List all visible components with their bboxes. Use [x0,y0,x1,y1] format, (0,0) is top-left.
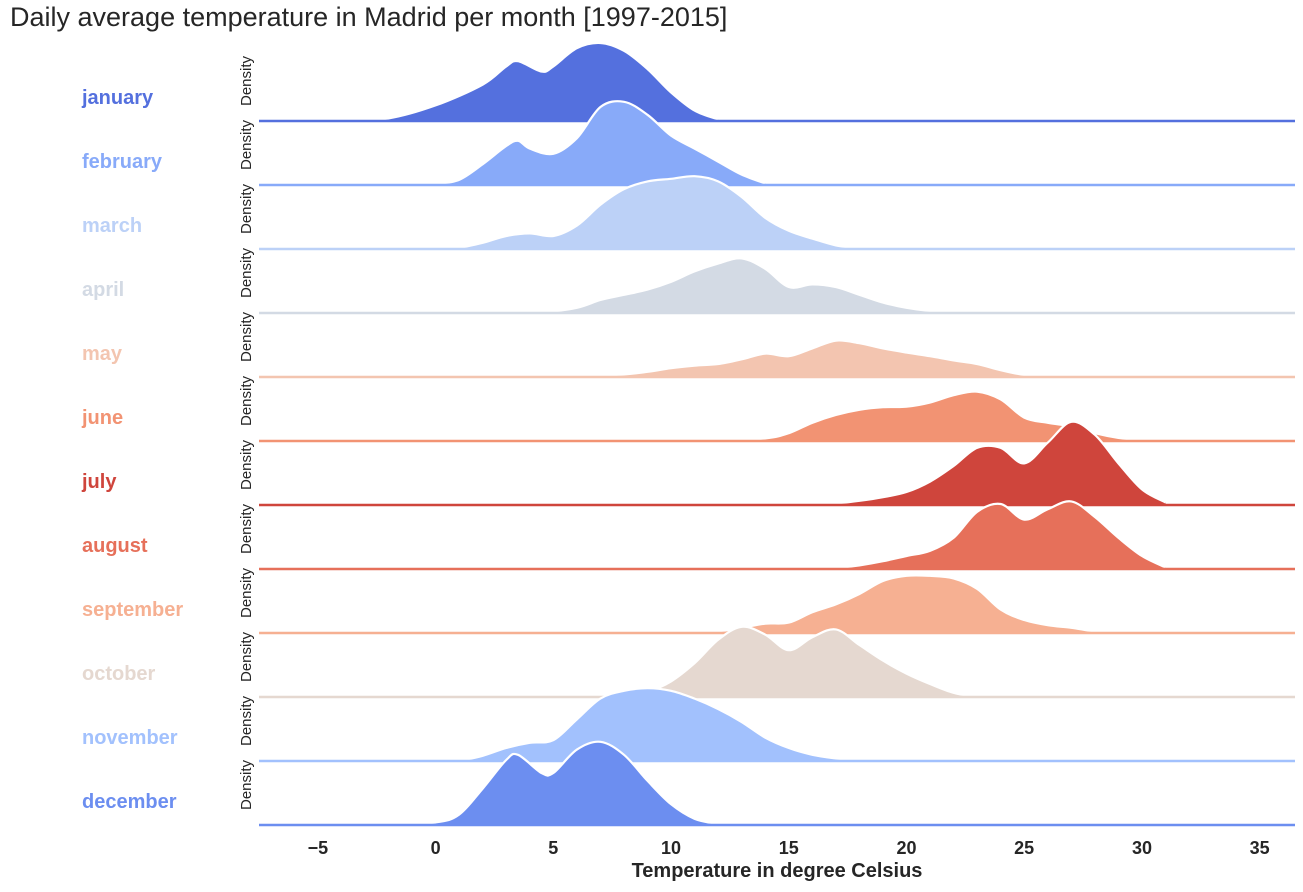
ridge-december: december Density [82,740,1295,827]
density-area-november [459,688,860,761]
density-outline-august [812,500,1166,571]
density-area-may [576,340,1048,377]
density-outline-july [812,420,1167,507]
y-axis-label-december: Density [238,759,255,810]
month-label-november: november [82,727,178,749]
ridge-april: april Density [82,247,1295,315]
density-area-june [718,391,1142,441]
y-axis-label-january: Density [238,55,255,106]
y-axis-label-october: Density [238,631,255,682]
density-area-march [459,176,860,249]
density-outline-march [458,175,860,250]
density-outline-december [388,740,719,827]
month-label-december: december [82,791,177,813]
y-axis-label-august: Density [238,503,255,554]
ridge-october: october Density [82,625,1295,699]
x-tick-label: 35 [1250,838,1270,858]
month-label-september: september [82,599,183,621]
density-outline-may [576,339,1048,379]
density-outline-february [435,100,766,186]
x-tick-label: 25 [1014,838,1034,858]
density-area-february [435,101,766,185]
ridge-january: january Density [81,41,1295,123]
x-tick-label: 20 [896,838,916,858]
ridge-september: september Density [82,567,1295,635]
density-outline-april [541,257,954,315]
y-axis-label-may: Density [238,311,255,362]
month-label-april: april [82,279,124,301]
density-outline-november [458,687,860,763]
density-outline-october [576,625,978,699]
density-area-october [576,626,978,697]
ridge-may: may Density [82,311,1295,379]
x-tick-label: −5 [308,838,329,858]
x-axis-label: Temperature in degree Celsius [631,860,923,882]
y-axis-label-june: Density [238,375,255,426]
density-area-april [541,258,954,313]
month-label-july: july [81,471,117,493]
month-label-march: march [82,215,142,237]
y-axis-label-july: Density [238,439,255,490]
y-axis-label-november: Density [238,695,255,746]
density-outline-january [341,41,719,123]
x-tick-label: 0 [431,838,441,858]
ridge-november: november Density [82,687,1295,763]
y-axis-label-september: Density [238,567,255,618]
x-tick-label: 10 [661,838,681,858]
density-area-august [812,501,1166,569]
ridge-july: july Density [81,420,1295,507]
density-outline-september [694,574,1119,635]
month-label-october: october [82,663,156,685]
ridge-february: february Density [82,100,1295,187]
ridge-june: june Density [81,375,1295,443]
y-axis-label-february: Density [238,119,255,170]
y-axis-label-march: Density [238,183,255,234]
month-label-august: august [82,535,148,557]
x-tick-label: 5 [548,838,558,858]
month-label-june: june [81,407,123,429]
x-tick-label: 30 [1132,838,1152,858]
month-label-january: january [81,87,154,109]
density-area-july [812,421,1166,505]
ridge-march: march Density [82,175,1295,251]
month-label-may: may [82,343,123,365]
x-tick-label: 15 [779,838,799,858]
chart-title: Daily average temperature in Madrid per … [10,2,728,32]
y-axis-label-april: Density [238,247,255,298]
month-label-february: february [82,151,163,173]
ridge-august: august Density [82,500,1295,571]
